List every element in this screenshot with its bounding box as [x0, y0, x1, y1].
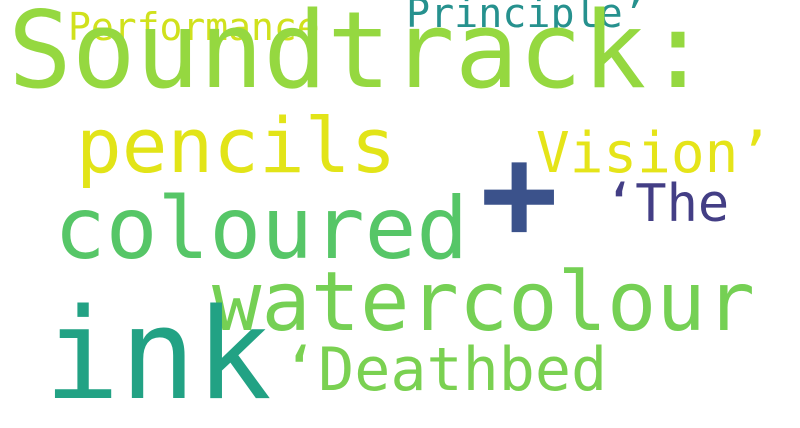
word-deathbed: ‘Deathbed [282, 335, 608, 405]
word-ink: ink [44, 281, 272, 428]
word-soundtrack: Soundtrack: [8, 0, 710, 112]
word-performance: Performance [68, 5, 320, 49]
word-the: ‘The [604, 174, 730, 234]
word-plus-sign: + [480, 117, 559, 269]
word-watercolour: watercolour [212, 255, 756, 350]
word-principle: Principle’ [406, 0, 647, 37]
word-cloud: Principle’ Performance Soundtrack: penci… [8, 0, 773, 418]
word-coloured: coloured [54, 179, 469, 279]
word-pencils: pencils [76, 101, 397, 190]
word-vision: Vision’ [536, 121, 773, 186]
